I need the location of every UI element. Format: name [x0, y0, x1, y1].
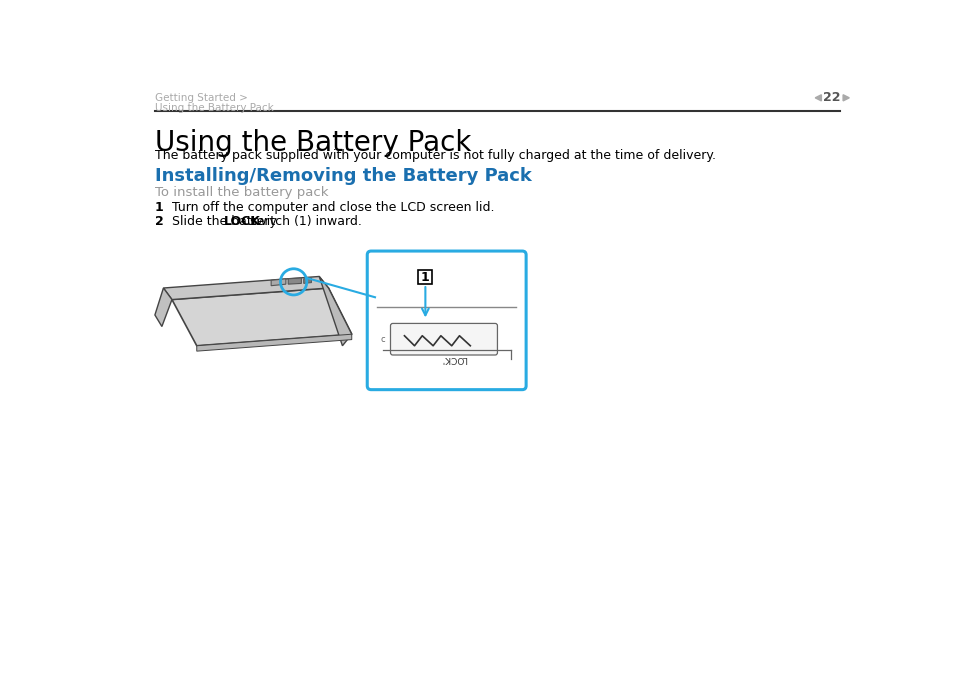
Text: Installing/Removing the Battery Pack: Installing/Removing the Battery Pack [154, 167, 531, 185]
Text: Getting Started >: Getting Started > [154, 93, 248, 103]
Polygon shape [271, 279, 286, 286]
Polygon shape [815, 95, 821, 101]
Text: 22: 22 [822, 91, 841, 104]
Text: Turn off the computer and close the LCD screen lid.: Turn off the computer and close the LCD … [172, 201, 494, 214]
Text: switch (1) inward.: switch (1) inward. [245, 215, 361, 228]
Polygon shape [303, 278, 311, 283]
Polygon shape [288, 278, 301, 284]
Polygon shape [842, 95, 848, 101]
Polygon shape [196, 334, 352, 351]
Text: The battery pack supplied with your computer is not fully charged at the time of: The battery pack supplied with your comp… [154, 150, 715, 162]
Text: 2: 2 [154, 215, 164, 228]
FancyBboxPatch shape [390, 324, 497, 355]
Text: Using the Battery Pack: Using the Battery Pack [154, 103, 274, 113]
FancyBboxPatch shape [367, 251, 525, 390]
Text: LOCK': LOCK' [440, 355, 467, 363]
FancyBboxPatch shape [418, 270, 432, 284]
Text: c: c [380, 335, 385, 344]
Text: 1: 1 [420, 271, 429, 284]
Polygon shape [154, 288, 172, 326]
Polygon shape [163, 276, 328, 299]
Text: LOCK: LOCK [224, 215, 260, 228]
Polygon shape [319, 276, 352, 346]
Text: Slide the battery: Slide the battery [172, 215, 280, 228]
Polygon shape [172, 288, 352, 346]
Text: Using the Battery Pack: Using the Battery Pack [154, 129, 471, 156]
Text: To install the battery pack: To install the battery pack [154, 187, 328, 200]
Text: 1: 1 [154, 201, 164, 214]
